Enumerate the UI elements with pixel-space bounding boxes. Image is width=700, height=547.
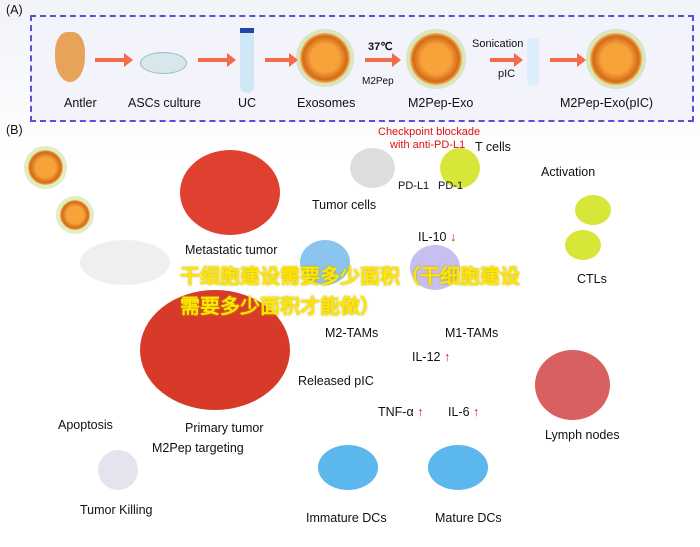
- arrow: [365, 53, 401, 67]
- panel-a-box: [30, 15, 694, 122]
- mouse-icon: [80, 240, 170, 285]
- checkpoint-label: Checkpoint blockade: [378, 126, 481, 138]
- tumor-cells-label: Tumor cells: [312, 198, 377, 212]
- m2-tam-icon: [300, 240, 350, 285]
- pic-label: pIC: [498, 68, 516, 80]
- tube-icon: [240, 28, 254, 93]
- targeting-label: M2Pep targeting: [152, 441, 244, 455]
- step-label: Antler: [64, 96, 97, 110]
- nanoparticle-icon: [28, 150, 63, 185]
- released-pic-label: Released pIC: [298, 374, 374, 388]
- tumor-cell-icon: [350, 148, 395, 188]
- m1-tam-icon: [410, 245, 460, 290]
- panel-a-label: (A): [6, 3, 23, 17]
- m2pep-exo-icon: [410, 33, 462, 85]
- metastatic-label: Metastatic tumor: [185, 243, 278, 257]
- arrow: [550, 53, 586, 67]
- ctls-label: CTLs: [577, 272, 607, 286]
- t-cell-icon: [440, 148, 480, 188]
- peptide-label: M2Pep: [362, 76, 394, 87]
- pdl1-label: PD-L1: [398, 180, 430, 192]
- ep-tube-icon: [527, 38, 539, 86]
- exosome-icon: [300, 33, 350, 83]
- petri-dish-icon: [140, 52, 187, 74]
- step-label: ASCs culture: [128, 96, 201, 110]
- m2-tams-label: M2-TAMs: [325, 326, 379, 340]
- apoptosis-label: Apoptosis: [58, 418, 113, 432]
- step-label: M2Pep-Exo: [408, 96, 474, 110]
- activation-label: Activation: [541, 165, 596, 179]
- arrow: [490, 53, 523, 67]
- panel-b-label: (B): [6, 123, 23, 137]
- step-label: Exosomes: [297, 96, 356, 110]
- arrow: [198, 53, 236, 67]
- primary-tumor-label: Primary tumor: [185, 421, 264, 435]
- step-label: M2Pep-Exo(pIC): [560, 96, 654, 110]
- mature-dc-icon: [428, 445, 488, 490]
- m2pep-exo-pic-icon: [590, 33, 642, 85]
- watermark: 干细胞建设需要多少面积（干细胞建设需要多少面积才能做）: [180, 266, 520, 318]
- tnf-label: TNF-α ↑: [378, 405, 424, 419]
- il6-label: IL-6 ↑: [448, 405, 480, 419]
- anti-label: with anti-PD-L1: [390, 139, 466, 151]
- temp-label: 37℃: [368, 41, 393, 53]
- lymph-nodes-label: Lymph nodes: [545, 428, 620, 442]
- nanoparticle-icon: [60, 200, 90, 230]
- lymph-node-icon: [535, 350, 610, 420]
- ctl-icon: [575, 195, 611, 225]
- ctl-icon: [565, 230, 601, 260]
- arrow: [265, 53, 298, 67]
- primary-tumor-icon: [140, 290, 290, 410]
- t-cells-label: T cells: [475, 140, 511, 154]
- il10-label: IL-10 ↓: [418, 230, 457, 244]
- immature-dc-icon: [318, 445, 378, 490]
- sonication-label: Sonication: [472, 38, 524, 50]
- pd1-label: PD-1: [438, 180, 464, 192]
- step-label: UC: [238, 96, 257, 110]
- tumor-killing-label: Tumor Killing: [80, 503, 153, 517]
- metastatic-tumor-icon: [180, 150, 280, 235]
- immature-dcs-label: Immature DCs: [306, 511, 387, 525]
- il12-label: IL-12 ↑: [412, 350, 451, 364]
- m1-tams-label: M1-TAMs: [445, 326, 499, 340]
- mature-dcs-label: Mature DCs: [435, 511, 502, 525]
- arrow: [95, 53, 133, 67]
- dead-cell-icon: [98, 450, 138, 490]
- antler-deer-icon: [55, 32, 85, 82]
